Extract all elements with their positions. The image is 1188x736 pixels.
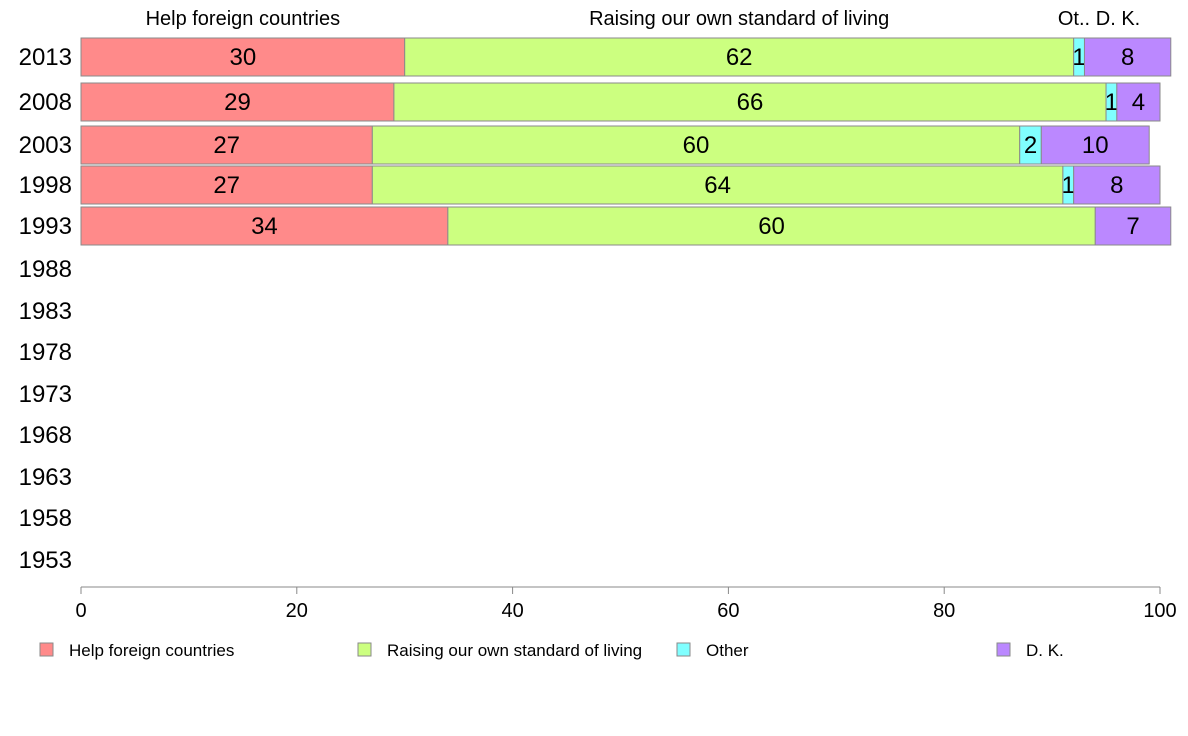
bar-segment bbox=[447, 206, 1096, 246]
bar-segment bbox=[371, 165, 1064, 205]
legend-swatch bbox=[676, 642, 691, 657]
y-tick-label: 1958 bbox=[19, 505, 72, 532]
y-tick-label: 1963 bbox=[19, 464, 72, 491]
y-tick-label: 1998 bbox=[19, 172, 72, 199]
x-tick-label: 60 bbox=[717, 600, 739, 622]
bar-segment bbox=[80, 125, 373, 165]
y-tick-label: 1993 bbox=[19, 213, 72, 240]
top-label-other: Ot.. bbox=[1058, 8, 1090, 30]
bar-segment bbox=[393, 82, 1107, 122]
legend-swatch bbox=[39, 642, 54, 657]
top-label-raising: Raising our own standard of living bbox=[589, 8, 889, 30]
data-label: 1 bbox=[1062, 172, 1075, 199]
bar-segment bbox=[1116, 82, 1161, 122]
y-tick-label: 1978 bbox=[19, 339, 72, 366]
data-label: 64 bbox=[704, 172, 731, 199]
data-label: 60 bbox=[683, 132, 710, 159]
data-label: 30 bbox=[229, 44, 256, 71]
data-label: 29 bbox=[224, 89, 251, 116]
bar-segment bbox=[1040, 125, 1150, 165]
y-tick-label: 1968 bbox=[19, 422, 72, 449]
bar-segment bbox=[1073, 165, 1161, 205]
bar-segment bbox=[80, 37, 406, 77]
top-label-help: Help foreign countries bbox=[146, 8, 341, 30]
legend-swatch bbox=[996, 642, 1011, 657]
bar-segment bbox=[1094, 206, 1172, 246]
y-tick-label: 2013 bbox=[19, 44, 72, 71]
y-tick-label: 2008 bbox=[19, 89, 72, 116]
data-label: 4 bbox=[1132, 89, 1145, 116]
legend-label: Other bbox=[706, 641, 749, 660]
data-label: 8 bbox=[1121, 44, 1134, 71]
data-label: 1 bbox=[1105, 89, 1118, 116]
bar-segment bbox=[404, 37, 1075, 77]
y-tick-label: 1983 bbox=[19, 298, 72, 325]
y-tick-label: 2003 bbox=[19, 132, 72, 159]
x-tick-label: 80 bbox=[933, 600, 955, 622]
legend-label: D. K. bbox=[1026, 641, 1064, 660]
data-label: 2 bbox=[1024, 132, 1037, 159]
y-tick-label: 1953 bbox=[19, 547, 72, 574]
data-label: 27 bbox=[213, 132, 240, 159]
data-label: 8 bbox=[1110, 172, 1123, 199]
legend-label: Help foreign countries bbox=[69, 641, 234, 660]
data-label: 27 bbox=[213, 172, 240, 199]
bar-segment bbox=[80, 165, 373, 205]
bar-segment bbox=[80, 206, 449, 246]
legend-label: Raising our own standard of living bbox=[387, 641, 642, 660]
data-label: 34 bbox=[251, 213, 278, 240]
y-tick-label: 1988 bbox=[19, 256, 72, 283]
x-tick-label: 20 bbox=[286, 600, 308, 622]
data-label: 7 bbox=[1126, 213, 1139, 240]
data-label: 1 bbox=[1072, 44, 1085, 71]
bar-segment bbox=[371, 125, 1021, 165]
y-tick-label: 1973 bbox=[19, 381, 72, 408]
x-tick-label: 100 bbox=[1143, 600, 1176, 622]
top-label-dk: D. K. bbox=[1096, 8, 1140, 30]
x-tick-label: 40 bbox=[501, 600, 523, 622]
bar-segment bbox=[1083, 37, 1172, 77]
legend-swatch bbox=[357, 642, 372, 657]
data-label: 62 bbox=[726, 44, 753, 71]
data-label: 60 bbox=[758, 213, 785, 240]
x-tick-label: 0 bbox=[75, 600, 86, 622]
data-label: 10 bbox=[1082, 132, 1109, 159]
data-label: 66 bbox=[737, 89, 764, 116]
